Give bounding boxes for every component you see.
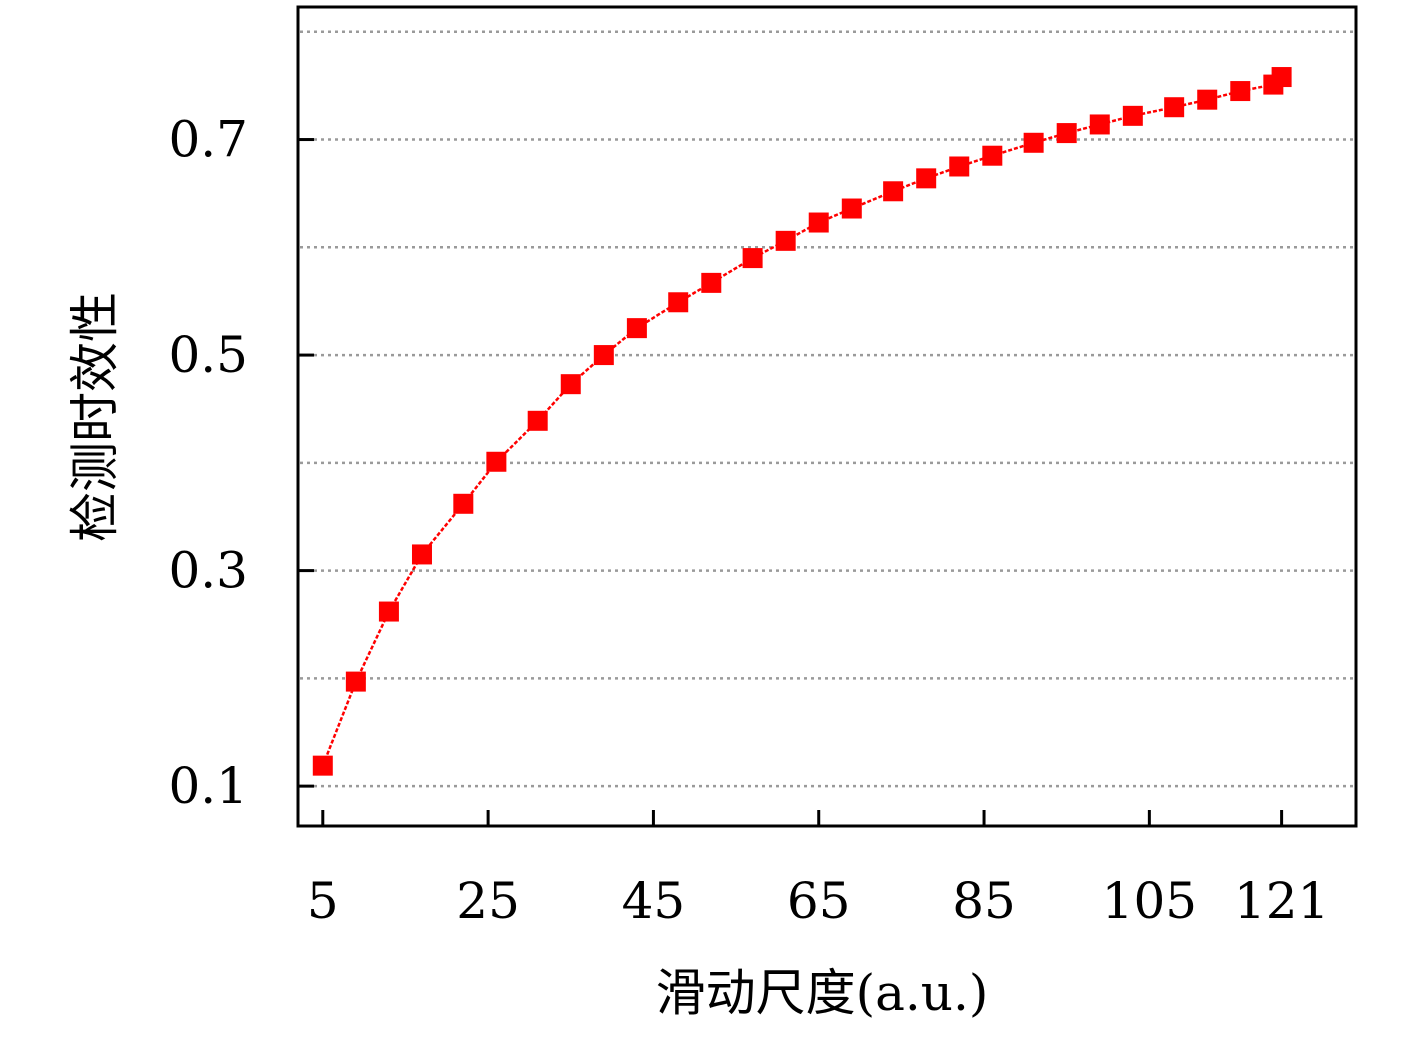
- data-point: [775, 230, 796, 251]
- series-markers: [312, 67, 1292, 776]
- x-tick-label: 45: [622, 872, 686, 930]
- series-line: [321, 76, 1283, 767]
- data-point: [411, 544, 432, 565]
- data-point: [1056, 123, 1077, 144]
- data-point: [1023, 132, 1044, 153]
- x-tick-label: 5: [307, 872, 339, 930]
- data-point: [808, 212, 829, 233]
- plot-frame: [296, 5, 1358, 828]
- y-tick-label: 0.7: [168, 111, 248, 169]
- data-point: [593, 345, 614, 366]
- data-point: [1122, 105, 1143, 126]
- data-point: [312, 755, 333, 776]
- y-tick-label: 0.3: [168, 542, 248, 600]
- data-point: [345, 671, 366, 692]
- y-tick-label: 0.5: [168, 326, 248, 384]
- data-point: [626, 318, 647, 339]
- y-tick-label: 0.1: [168, 757, 248, 815]
- data-point: [982, 145, 1003, 166]
- x-tick-label: 25: [456, 872, 520, 930]
- x-axis-title: 滑动尺度(a.u.): [656, 964, 989, 1022]
- data-point: [560, 374, 581, 395]
- data-point: [1230, 81, 1251, 102]
- data-point: [1271, 67, 1292, 88]
- data-point: [1197, 89, 1218, 110]
- x-axis: 5 25 45 65 85 105 121: [307, 810, 1329, 930]
- x-tick-label: 121: [1234, 872, 1329, 930]
- data-point: [1089, 114, 1110, 135]
- x-tick-label: 85: [952, 872, 1016, 930]
- data-point: [527, 410, 548, 431]
- data-point: [453, 493, 474, 514]
- y-axis-title: 检测时效性: [66, 292, 124, 542]
- data-point: [1164, 97, 1185, 118]
- data-point: [486, 451, 507, 472]
- data-point: [378, 601, 399, 622]
- data-point: [949, 156, 970, 177]
- x-tick-label: 105: [1102, 872, 1197, 930]
- data-point: [742, 248, 763, 269]
- data-point: [701, 272, 722, 293]
- data-point: [916, 168, 937, 189]
- y-axis: 0.1 0.3 0.5 0.7: [168, 111, 314, 815]
- x-tick-label: 65: [787, 872, 851, 930]
- data-point: [883, 181, 904, 202]
- data-point: [841, 198, 862, 219]
- data-point: [668, 292, 689, 313]
- series-line-path: [321, 76, 1283, 767]
- grid-lines: [300, 30, 1354, 788]
